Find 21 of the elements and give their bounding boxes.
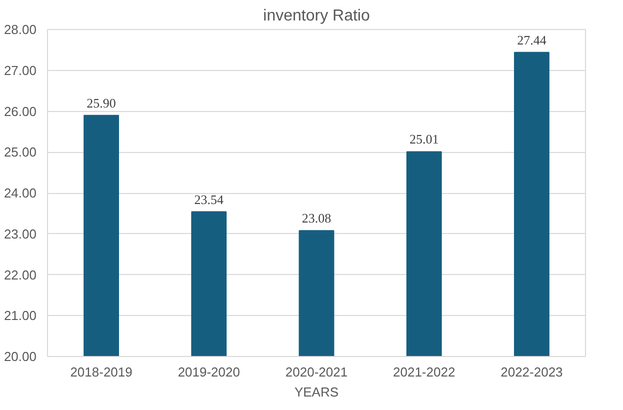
data-label: 25.90 xyxy=(86,95,116,110)
chart-title: inventory Ratio xyxy=(263,8,370,24)
y-tick-label: 22.00 xyxy=(4,267,37,282)
data-label: 23.08 xyxy=(302,210,332,226)
data-label: 23.54 xyxy=(194,192,224,207)
y-tick-label: 27.00 xyxy=(4,62,37,78)
y-tick-label: 23.00 xyxy=(4,226,37,242)
data-label: 27.44 xyxy=(517,32,547,48)
y-tick-label: 21.00 xyxy=(4,308,37,324)
x-axis-title: YEARS xyxy=(294,384,339,400)
y-tick-label: 25.00 xyxy=(4,144,37,160)
x-tick-label: 2018-2019 xyxy=(70,364,132,380)
x-tick-label: 2021-2022 xyxy=(393,364,456,380)
x-tick-label: 2020-2021 xyxy=(285,364,348,380)
y-tick-label: 20.00 xyxy=(4,349,37,364)
data-label: 25.01 xyxy=(409,132,439,147)
y-tick-label: 28.00 xyxy=(4,22,37,37)
x-tick-label: 2022-2023 xyxy=(500,364,563,380)
x-tick-label: 2019-2020 xyxy=(178,364,240,380)
y-tick-label: 24.00 xyxy=(4,186,37,200)
y-tick-label: 26.00 xyxy=(4,104,37,119)
